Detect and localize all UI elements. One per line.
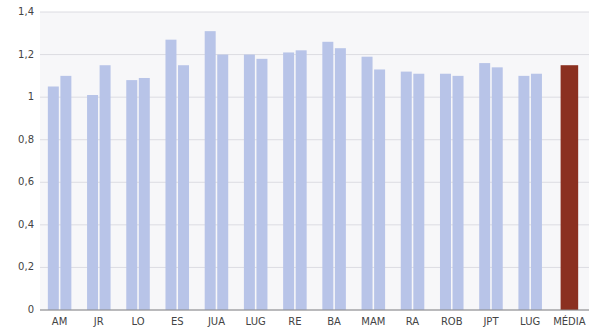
bar xyxy=(100,65,111,310)
grid-line xyxy=(40,182,589,183)
bar xyxy=(518,76,529,310)
x-tick-label: LUG xyxy=(246,316,266,327)
grid-line xyxy=(40,54,589,55)
bar xyxy=(283,52,294,310)
chart-container: 0 0,2 0,4 0,6 0,8 1 1,2 1,4 AM JR LO ES JUA LUG RE BA MA… xyxy=(0,0,599,336)
x-tick-label: JUA xyxy=(207,316,225,327)
bar xyxy=(401,72,412,310)
bar xyxy=(413,74,424,310)
bar xyxy=(217,55,228,310)
bar xyxy=(453,76,464,310)
bar xyxy=(296,50,307,310)
x-tick-label: LUG xyxy=(520,316,540,327)
y-tick-label: 0,2 xyxy=(18,261,34,272)
bar xyxy=(440,74,451,310)
bar xyxy=(244,55,255,310)
grid-line xyxy=(40,97,589,98)
x-tick-label: RA xyxy=(406,316,420,327)
bar xyxy=(126,80,137,310)
y-tick-label: 1 xyxy=(28,91,34,102)
bar xyxy=(139,78,150,310)
grid-line xyxy=(40,139,589,140)
bar xyxy=(205,31,216,310)
x-tick-label: MÉDIA xyxy=(553,315,586,327)
y-tick-label: 0,6 xyxy=(18,176,34,187)
bar xyxy=(165,40,176,310)
x-tick-label: ES xyxy=(171,316,184,327)
y-tick-label: 0,4 xyxy=(18,219,34,230)
plot-background xyxy=(40,12,589,310)
x-tick-label: RE xyxy=(288,316,301,327)
grid-line xyxy=(40,267,589,268)
x-axis-line xyxy=(40,310,589,311)
x-tick-label: LO xyxy=(131,316,144,327)
x-tick-label: MAM xyxy=(361,316,385,327)
bar xyxy=(479,63,490,310)
bar xyxy=(335,48,346,310)
grid-line xyxy=(40,224,589,225)
y-tick-label: 0,8 xyxy=(18,134,34,145)
x-tick-label: AM xyxy=(52,316,67,327)
bar xyxy=(362,57,373,310)
x-tick-label: JPT xyxy=(482,316,499,327)
bar xyxy=(48,87,59,311)
x-tick-label: BA xyxy=(327,316,341,327)
bar xyxy=(178,65,189,310)
grid-line xyxy=(40,12,589,13)
chart-svg: 0 0,2 0,4 0,6 0,8 1 1,2 1,4 AM JR LO ES JUA LUG RE BA MA… xyxy=(0,0,599,336)
bar xyxy=(492,67,503,310)
bar xyxy=(531,74,542,310)
y-tick-label: 1,4 xyxy=(18,6,34,17)
bar xyxy=(561,65,579,310)
bar xyxy=(87,95,98,310)
bars xyxy=(48,31,578,310)
x-tick-label: ROB xyxy=(441,316,463,327)
bar xyxy=(60,76,71,310)
grid-line xyxy=(40,310,589,311)
bar xyxy=(322,42,333,310)
y-tick-label: 0 xyxy=(28,304,34,315)
x-tick-label: JR xyxy=(93,316,104,327)
y-tick-label: 1,2 xyxy=(18,49,34,60)
bar xyxy=(374,69,385,310)
bar xyxy=(256,59,267,310)
